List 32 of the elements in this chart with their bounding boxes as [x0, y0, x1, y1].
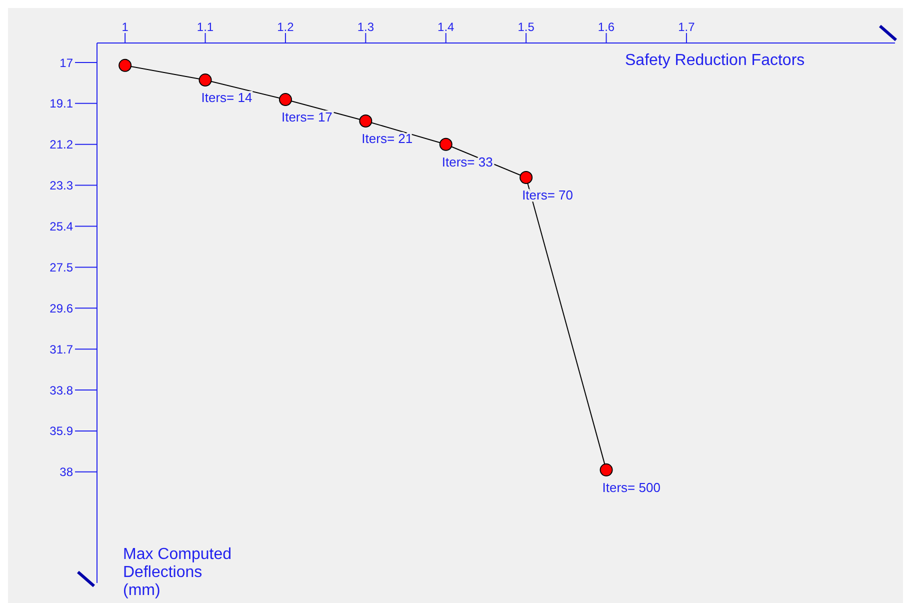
x-tick-label: 1.5 — [518, 20, 535, 34]
point — [520, 171, 533, 184]
annotation: Iters= 14 — [201, 90, 252, 106]
x-axis-title: Safety Reduction Factors — [625, 52, 805, 70]
y-axis-title: Max Computed Deflections (mm) — [123, 546, 232, 600]
annotation: Iters= 21 — [362, 130, 413, 146]
y-tick-label: 33.8 — [50, 383, 74, 398]
x-tick-label: 1.4 — [438, 20, 455, 34]
y-tick-label: 25.4 — [50, 220, 74, 234]
y-tick-label: 31.7 — [50, 342, 74, 356]
x-tick-label: 1.7 — [678, 20, 696, 34]
y-tick-label: 17 — [60, 56, 74, 70]
point — [439, 138, 452, 151]
point — [600, 463, 613, 476]
y-tick-label: 23.3 — [50, 178, 74, 193]
y-tick-label: 38 — [60, 465, 74, 480]
y-tick-label: 19.1 — [50, 96, 74, 111]
point — [118, 58, 132, 72]
point — [278, 93, 292, 106]
y-tick-label: 27.5 — [50, 260, 74, 274]
x-tick-label: 1.6 — [598, 20, 615, 34]
x-tick-label: 1.1 — [196, 20, 214, 34]
point — [359, 114, 372, 128]
annotation: Iters= 17 — [281, 110, 332, 125]
annotation: Iters= 500 — [602, 480, 660, 495]
y-tick-label: 29.6 — [50, 301, 74, 316]
point — [198, 74, 212, 87]
x-tick-label: 1 — [122, 20, 129, 34]
y-tick-label: 35.9 — [50, 424, 74, 438]
x-tick-label: 1.2 — [277, 20, 294, 34]
y-tick-label: 21.2 — [50, 138, 74, 152]
x-tick-label: 1.3 — [357, 20, 374, 34]
